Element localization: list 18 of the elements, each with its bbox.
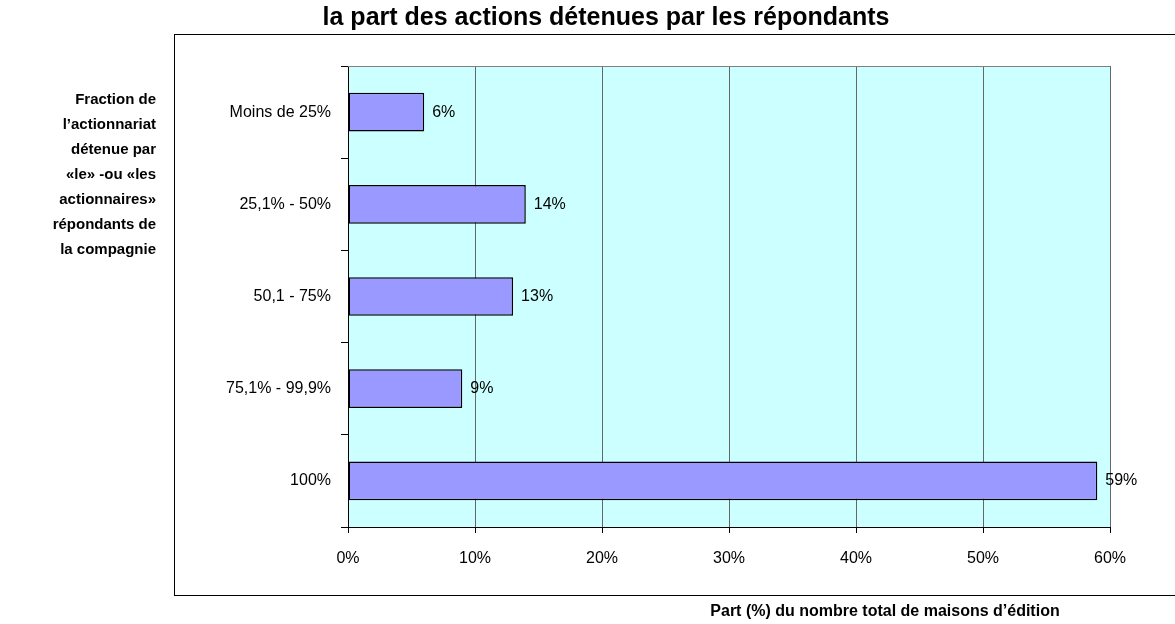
x-tick-label: 30% [712, 549, 746, 567]
data-label: 6% [432, 102, 456, 120]
x-tick-label: 20% [585, 549, 619, 567]
x-axis-title: Part (%) du nombre total de maisons d’édition [709, 601, 1061, 621]
y-tick-label: 25,1% - 50% [239, 194, 331, 212]
data-label: 13% [521, 286, 554, 304]
data-label: 14% [533, 194, 566, 212]
y-axis-title: Fraction de l’actionnariat détenue par «le» -ou «les actionnaires» répondants de la compagnie [51, 89, 156, 259]
y-tick-label: Moins de 25% [229, 102, 331, 120]
x-tick-label: 50% [966, 549, 1000, 567]
x-tick-label: 40% [839, 549, 873, 567]
y-tick-label: 50,1 - 75% [253, 286, 331, 304]
x-tick-label: 60% [1093, 549, 1127, 567]
x-tick-label: 0% [336, 549, 360, 567]
x-tick-label: 10% [458, 549, 492, 567]
y-tick-label: 75,1% - 99,9% [226, 379, 331, 397]
chart-title: la part des actions détenues par les répondants [321, 2, 891, 31]
y-tick-label: 100% [290, 471, 331, 489]
